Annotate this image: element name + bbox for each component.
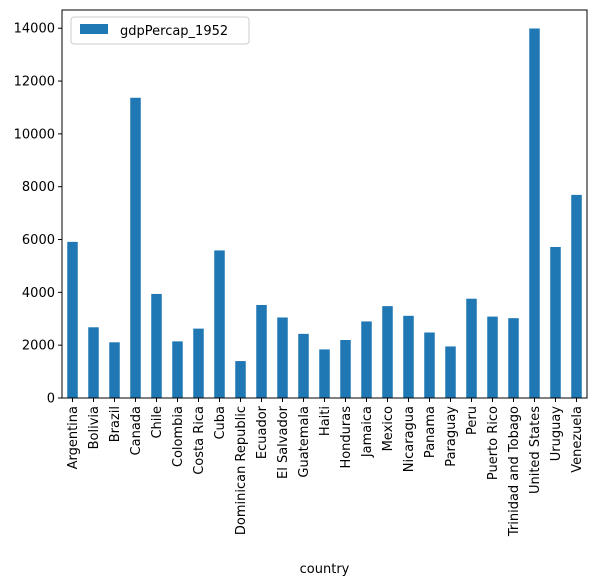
- bar-bolivia: [88, 327, 99, 398]
- x-tick-label-ecuador: Ecuador: [255, 405, 270, 459]
- bar-venezuela: [571, 194, 582, 398]
- legend: gdpPercap_1952: [70, 16, 250, 45]
- bar-mexico: [382, 306, 393, 398]
- x-tick-label-haiti: Haiti: [318, 406, 333, 436]
- x-tick-label-cuba: Cuba: [213, 406, 228, 440]
- x-tick-label-mexico: Mexico: [381, 406, 396, 451]
- bar-argentina: [67, 241, 78, 398]
- y-tick-label: 10000: [14, 127, 55, 142]
- bar-jamaica: [361, 321, 372, 398]
- bar-costa-rica: [193, 328, 204, 398]
- x-tick-label-nicaragua: Nicaragua: [402, 406, 417, 472]
- bar-nicaragua: [403, 315, 414, 398]
- bar-colombia: [172, 341, 183, 398]
- x-tick-label-uruguay: Uruguay: [549, 406, 564, 462]
- bar-puerto-rico: [487, 316, 498, 398]
- bar-brazil: [109, 342, 120, 398]
- bar-ecuador: [256, 304, 267, 398]
- legend-entry-gdppercap-1952: gdpPercap_1952: [120, 24, 228, 39]
- y-tick-label: 14000: [14, 22, 55, 37]
- x-axis-label: country: [300, 562, 350, 577]
- bar-canada: [130, 97, 141, 398]
- x-tick-label-peru: Peru: [465, 406, 480, 435]
- y-axis: 0 2000 4000 6000 8000 10000 12000 14000: [14, 22, 62, 407]
- legend-swatch: [80, 24, 108, 34]
- bar-cuba: [214, 250, 225, 398]
- x-tick-label-paraguay: Paraguay: [444, 406, 459, 467]
- y-tick-label: 2000: [22, 339, 55, 354]
- x-tick-label-honduras: Honduras: [339, 406, 354, 469]
- x-tick-label-brazil: Brazil: [108, 406, 123, 442]
- legend-box: [70, 16, 250, 45]
- y-tick-label: 12000: [14, 75, 55, 90]
- x-tick-label-canada: Canada: [129, 406, 144, 455]
- x-tick-label-jamaica: Jamaica: [360, 406, 375, 458]
- y-tick-label: 4000: [22, 286, 55, 301]
- y-tick-label: 0: [47, 392, 55, 407]
- bar-honduras: [340, 340, 351, 398]
- x-tick-label-costa-rica: Costa Rica: [192, 406, 207, 475]
- bar-guatemala: [298, 333, 309, 398]
- x-tick-label-bolivia: Bolivia: [87, 406, 102, 449]
- y-tick-label: 6000: [22, 233, 55, 248]
- bars-group: [67, 28, 582, 398]
- x-axis: Argentina Bolivia Brazil Canada Chile Colombi…: [66, 398, 585, 537]
- y-tick-label: 8000: [22, 180, 55, 195]
- x-tick-label-panama: Panama: [423, 406, 438, 458]
- x-tick-label-puerto-rico: Puerto Rico: [486, 406, 501, 480]
- bar-peru: [466, 298, 477, 398]
- bar-trinidad-and-tobago: [508, 318, 519, 398]
- x-tick-label-dominican-republic: Dominican Republic: [234, 406, 249, 535]
- x-tick-label-el-salvador: El Salvador: [276, 405, 291, 479]
- bar-paraguay: [445, 346, 456, 398]
- bar-dominican-republic: [235, 361, 246, 398]
- bar-haiti: [319, 349, 330, 398]
- x-tick-label-venezuela: Venezuela: [570, 406, 585, 473]
- bar-united-states: [529, 28, 540, 398]
- x-tick-label-guatemala: Guatemala: [297, 406, 312, 478]
- bar-chile: [151, 293, 162, 398]
- bar-uruguay: [550, 246, 561, 398]
- x-tick-label-chile: Chile: [150, 406, 165, 439]
- x-tick-label-argentina: Argentina: [66, 406, 81, 469]
- bar-el-salvador: [277, 317, 288, 398]
- x-tick-label-colombia: Colombia: [171, 406, 186, 467]
- x-tick-label-trinidad-and-tobago: Trinidad and Tobago: [507, 406, 522, 537]
- bar-panama: [424, 332, 435, 398]
- x-tick-label-united-states: United States: [528, 406, 543, 494]
